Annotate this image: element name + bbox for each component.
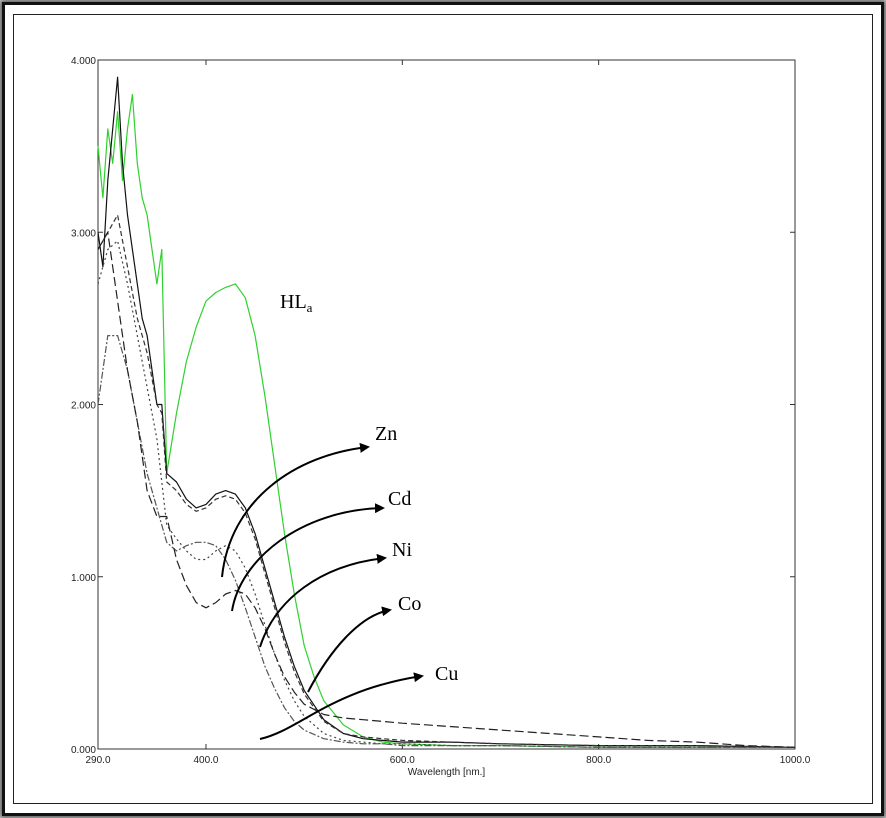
x-tick-label-1: 400.0: [193, 755, 218, 766]
annotation-arrows: [221, 442, 424, 740]
arrow-zn: [221, 442, 370, 578]
annotation-ni: Ni: [392, 539, 412, 561]
annotation-label: HL: [280, 291, 307, 313]
annotation-labels: HLa Zn Cd Ni Co Cu: [280, 291, 458, 685]
x-tick-label-4: 1000.0: [780, 755, 811, 766]
series-line-ni: [97, 240, 795, 748]
annotation-label: Ni: [392, 539, 412, 561]
annotation-hl: HLa: [280, 291, 313, 315]
x-axis-title: Wavelength [nm.]: [408, 767, 486, 778]
arrow-cd: [231, 503, 385, 612]
series-line-cu: [97, 231, 796, 748]
annotation-co: Co: [398, 593, 421, 615]
y-tick-label-4: 4.000: [71, 56, 96, 67]
x-tick-label-0: 290.0: [85, 755, 110, 766]
annotation-zn: Zn: [375, 423, 397, 445]
arrow-ni: [259, 553, 387, 648]
y-tick-label-1: 1.000: [71, 573, 96, 584]
annotation-label: Cd: [388, 488, 411, 510]
annotation-label: Cu: [435, 663, 458, 685]
axis-ticks: 290.0 400.0 600.0 800.0 1000.0 0.000 1.000 2.00…: [71, 56, 811, 778]
annotation-cu: Cu: [435, 663, 458, 685]
series-line-hl-a: [97, 93, 795, 748]
annotation-label: Zn: [375, 423, 397, 445]
y-tick-label-3: 3.000: [71, 228, 96, 239]
annotation-subscript: a: [307, 300, 313, 315]
plot-frame: [97, 59, 796, 750]
series-line-cd: [97, 214, 796, 748]
annotation-label: Co: [398, 593, 421, 615]
inner-frame: [13, 14, 873, 804]
series-line-co: [97, 335, 795, 748]
plot-area-border: [97, 59, 796, 750]
x-tick-label-3: 800.0: [586, 755, 611, 766]
series-line-zn: [97, 76, 796, 748]
series-group: [97, 76, 796, 748]
arrow-cu: [259, 672, 424, 740]
annotation-cd: Cd: [388, 488, 411, 510]
x-tick-label-2: 600.0: [390, 755, 415, 766]
arrow-co: [307, 606, 392, 693]
y-tick-label-0: 0.000: [71, 745, 96, 756]
y-tick-label-2: 2.000: [71, 401, 96, 412]
